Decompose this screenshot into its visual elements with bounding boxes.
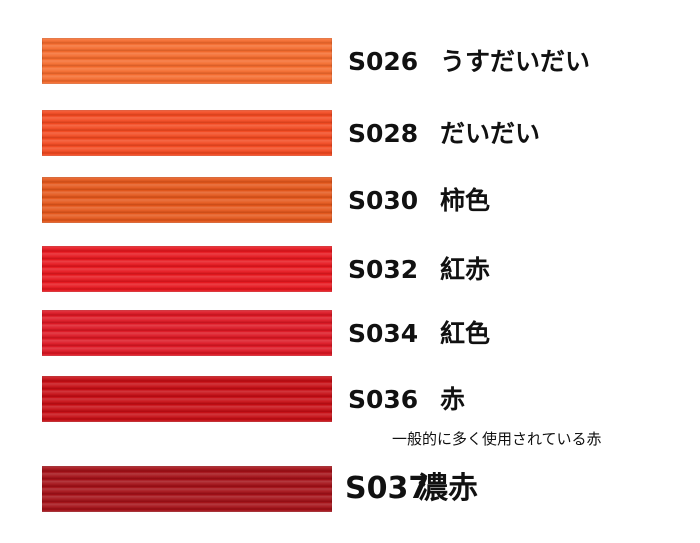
item-name: 赤 bbox=[440, 384, 466, 414]
item-code: S036 bbox=[348, 384, 419, 414]
item-code: S028 bbox=[348, 118, 419, 148]
item-code: S037 bbox=[345, 471, 430, 506]
item-code: S034 bbox=[348, 318, 419, 348]
item-name: 紅赤 bbox=[440, 254, 491, 284]
item-code: S030 bbox=[348, 185, 419, 215]
item-code: S026 bbox=[348, 46, 419, 76]
item-name: 濃赤 bbox=[418, 471, 478, 506]
color-swatch bbox=[42, 310, 332, 356]
color-swatch bbox=[42, 376, 332, 422]
item-name: 柿色 bbox=[440, 185, 491, 215]
color-swatch bbox=[42, 177, 332, 223]
item-name: うすだいだい bbox=[440, 46, 591, 76]
color-swatch bbox=[42, 110, 332, 156]
color-swatch bbox=[42, 38, 332, 84]
color-swatch bbox=[42, 466, 332, 512]
item-code: S032 bbox=[348, 254, 419, 284]
color-swatch bbox=[42, 246, 332, 292]
item-name: だいだい bbox=[440, 118, 541, 148]
note: 一般的に多く使用されている赤 bbox=[392, 430, 602, 448]
item-name: 紅色 bbox=[440, 318, 491, 348]
